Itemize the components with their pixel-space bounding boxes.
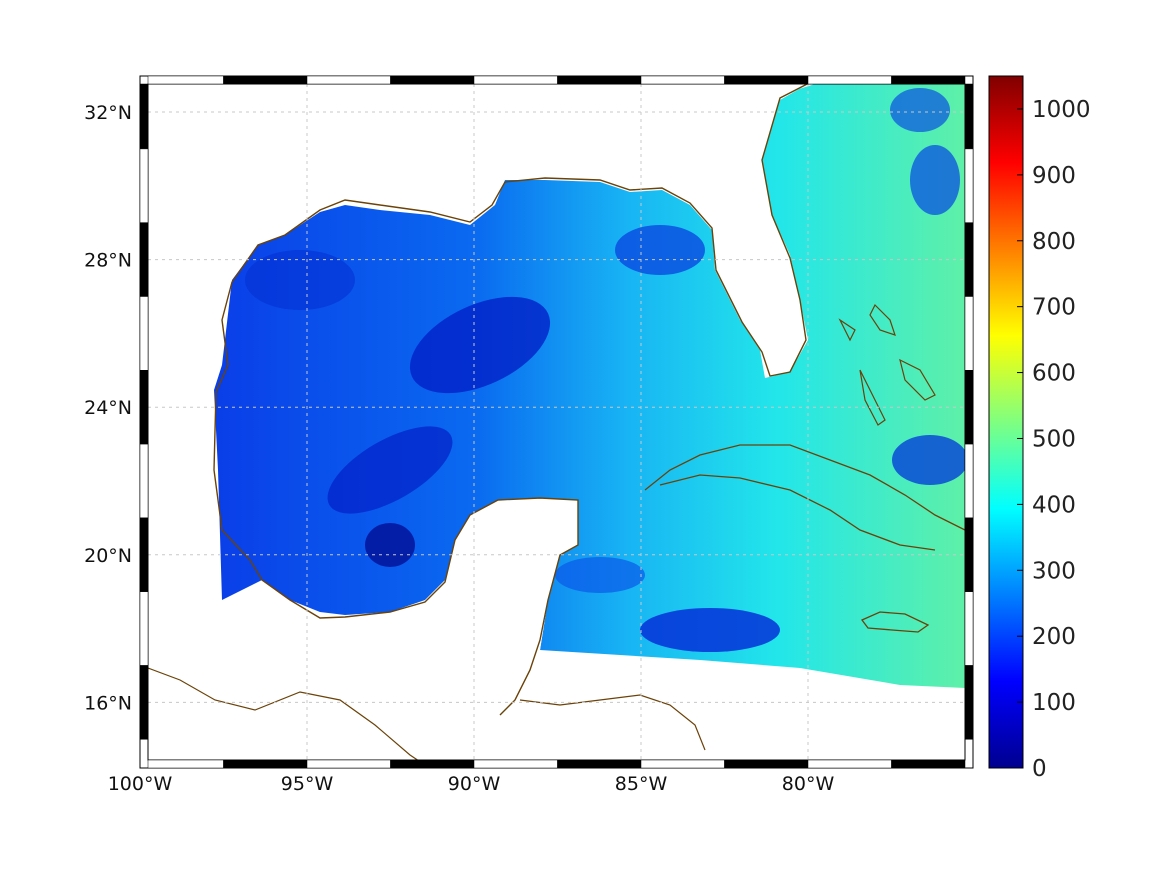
frame-check xyxy=(223,75,308,85)
central-america-coastline xyxy=(148,667,706,760)
y-tick-label: 20°N xyxy=(84,545,132,567)
frame-check xyxy=(139,591,149,666)
x-tick-label: 80°W xyxy=(782,773,835,795)
y-axis-ticks: 32°N 28°N 24°N 20°N 16°N xyxy=(84,102,132,714)
x-tick-label: 95°W xyxy=(281,773,334,795)
x-axis-ticks: 100°W 95°W 90°W 85°W 80°W xyxy=(108,773,835,795)
colorbar-tick-label: 400 xyxy=(1032,492,1076,518)
dark-patch xyxy=(555,557,645,593)
frame-check xyxy=(147,759,224,769)
colorbar: 0 100 200 300 400 500 600 700 800 900 1000 xyxy=(988,75,1091,782)
colorbar-tick-label: 600 xyxy=(1032,361,1076,387)
frame-check xyxy=(473,75,558,85)
frame-check xyxy=(557,759,642,769)
frame-check xyxy=(139,83,149,150)
frame-check xyxy=(807,75,892,85)
colorbar-tick-label: 300 xyxy=(1032,558,1076,584)
frame-check xyxy=(964,665,974,740)
colorbar-tick-label: 1000 xyxy=(1032,97,1091,123)
bahamas-coast xyxy=(838,303,936,426)
frame-check xyxy=(390,75,475,85)
frame-check xyxy=(139,517,149,592)
frame-check xyxy=(640,759,725,769)
dark-patch xyxy=(327,426,453,514)
colorbar-tick-label: 500 xyxy=(1032,426,1076,452)
frame-check xyxy=(139,370,149,445)
florida-land xyxy=(690,84,808,376)
x-tick-label: 100°W xyxy=(108,773,173,795)
dark-patch xyxy=(409,296,551,394)
frame-check xyxy=(557,75,642,85)
x-tick-label: 85°W xyxy=(615,773,668,795)
frame-check xyxy=(964,370,974,445)
frame-check xyxy=(147,75,224,85)
dark-patch xyxy=(890,88,950,132)
frame-check xyxy=(139,296,149,371)
ocean-field xyxy=(214,84,965,688)
frame-check xyxy=(964,517,974,592)
cuba-coast-south xyxy=(659,474,936,551)
frame-check xyxy=(139,665,149,740)
data-field xyxy=(148,84,965,760)
frame-check xyxy=(964,222,974,297)
map-frame xyxy=(139,75,974,769)
frame-check xyxy=(390,759,475,769)
frame-check xyxy=(306,75,391,85)
dark-patch xyxy=(365,523,415,567)
frame-check xyxy=(964,148,974,223)
gulf-coastline xyxy=(231,84,809,377)
frame-check xyxy=(891,759,966,769)
y-tick-label: 32°N xyxy=(84,102,132,124)
mexico-coastline xyxy=(213,281,579,716)
dark-patch xyxy=(615,225,705,275)
y-tick-label: 24°N xyxy=(84,397,132,419)
colorbar-tick-label: 900 xyxy=(1032,163,1076,189)
frame-check xyxy=(306,759,391,769)
colorbar-gradient xyxy=(988,75,1024,769)
x-tick-label: 90°W xyxy=(448,773,501,795)
dark-patch xyxy=(245,250,355,310)
jamaica-coast xyxy=(860,611,930,633)
y-tick-label: 28°N xyxy=(84,250,132,272)
yucatan-land xyxy=(455,498,578,700)
dark-patch xyxy=(910,145,960,215)
frame-check xyxy=(139,222,149,297)
colorbar-tick-label: 800 xyxy=(1032,229,1076,255)
frame-check xyxy=(807,759,892,769)
frame-check xyxy=(139,443,149,519)
frame-check xyxy=(640,75,725,85)
frame-check xyxy=(473,759,558,769)
frame-check xyxy=(891,75,966,85)
dark-patch xyxy=(640,608,780,652)
frame-check xyxy=(964,83,974,150)
y-tick-label: 16°N xyxy=(84,692,132,714)
frame-check xyxy=(139,148,149,223)
frame-check xyxy=(724,75,809,85)
colorbar-tick-label: 700 xyxy=(1032,295,1076,321)
frame-check xyxy=(724,759,809,769)
frame-check xyxy=(964,296,974,371)
colorbar-tick-label: 100 xyxy=(1032,690,1076,716)
colorbar-tick-label: 0 xyxy=(1032,756,1047,782)
frame-check xyxy=(964,443,974,519)
frame-check xyxy=(223,759,308,769)
frame-check xyxy=(964,591,974,666)
dark-patch xyxy=(892,435,965,485)
graticule xyxy=(148,84,965,760)
colorbar-tick-label: 200 xyxy=(1032,624,1076,650)
cuba-land xyxy=(644,444,965,531)
